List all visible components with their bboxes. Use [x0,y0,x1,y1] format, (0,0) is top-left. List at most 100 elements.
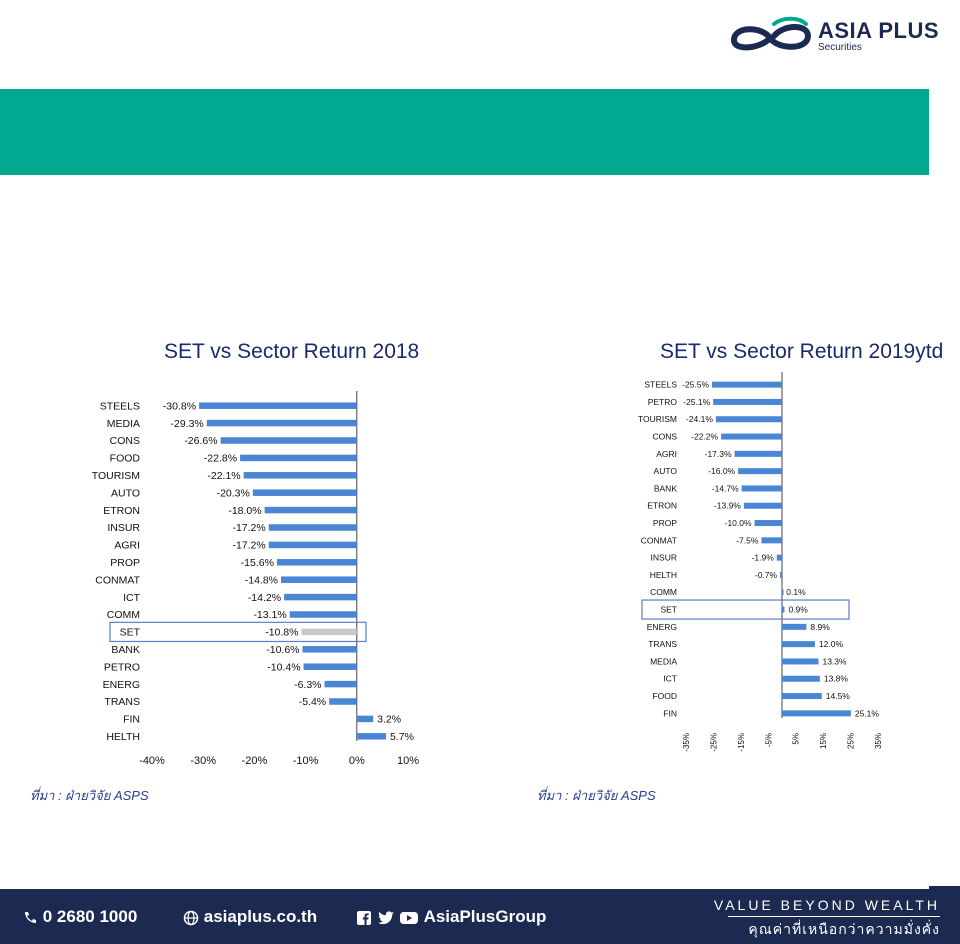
value-label-energ: 8.9% [810,622,830,632]
phone-icon [25,911,36,923]
value-label-media: 13.3% [822,656,847,666]
chart-left-source: ที่มา : ฝ่ายวิจัย ASPS [30,788,149,803]
category-label-tourism: TOURISM [92,470,140,482]
footer-corner-accent [929,886,960,892]
category-label-prop: PROP [653,518,677,528]
value-label-etron: -13.9% [714,501,741,511]
category-label-set: SET [120,627,141,639]
bar-ict [284,593,357,601]
x-tick-label: -30% [190,755,216,767]
bar-media [206,419,357,427]
bar-bank [302,646,357,653]
category-label-ict: ICT [663,674,677,684]
twitter-icon [377,910,394,924]
value-label-bank: -10.6% [266,644,299,656]
value-label-steels: -30.8% [163,400,196,412]
footer-tagline-divider [728,916,940,917]
brand-name: ASIA PLUS [818,18,940,43]
category-label-food: FOOD [652,691,677,701]
bar-set [782,606,785,613]
category-label-prop: PROP [110,557,140,569]
value-label-conmat: -7.5% [736,535,759,545]
value-label-auto: -20.3% [217,487,250,499]
bar-agri [268,541,357,549]
value-label-insur: -17.2% [232,522,265,534]
bar-food [782,693,822,700]
bar-prop [276,559,357,566]
bar-etron [743,502,782,509]
value-label-cons: -22.2% [691,432,718,442]
category-label-conmat: CONMAT [95,574,140,586]
category-label-fin: FIN [123,714,140,726]
x-tick-label: 15% [819,733,828,749]
footer-tagline-en: VALUE BEYOND WEALTH [713,897,940,913]
bar-energ [782,623,807,630]
category-label-agri: AGRI [656,449,677,459]
value-label-comm: -13.1% [253,609,286,621]
bar-etron [264,506,357,514]
globe-icon [183,910,199,925]
category-label-tourism: TOURISM [638,414,677,424]
infinity-logo-icon [731,16,812,51]
x-tick-label: -20% [242,755,268,767]
category-label-set: SET [660,605,677,615]
x-tick-label: -15% [737,733,746,752]
chart-right-source: ที่มา : ฝ่ายวิจัย ASPS [537,788,656,803]
footer-social-text: AsiaPlusGroup [423,907,547,926]
value-label-agri: -17.2% [232,540,265,552]
footer-website-text: asiaplus.co.th [203,907,318,926]
highlight-box-set [109,621,367,643]
category-label-trans: TRANS [648,639,677,649]
x-tick-label: 25% [847,733,856,749]
bar-tourism [715,416,782,423]
value-label-prop: -15.6% [241,557,274,569]
title-banner [0,89,929,175]
category-label-insur: INSUR [651,553,677,563]
value-label-trans: -5.4% [299,696,326,708]
bar-food [240,454,357,462]
value-label-agri: -17.3% [705,449,732,459]
value-label-food: -22.8% [204,453,237,465]
category-label-helth: HELTH [106,731,140,743]
x-tick-label: -35% [682,733,691,752]
bar-helth [356,733,386,740]
category-label-helth: HELTH [650,570,677,580]
category-label-ict: ICT [123,592,141,604]
category-label-etron: ETRON [647,501,677,511]
value-label-helth: -0.7% [755,570,778,580]
bar-bank [741,485,782,492]
bar-petro [713,398,782,405]
bar-cons [220,437,357,444]
category-label-food: FOOD [110,453,141,465]
bar-set [301,628,357,636]
footer-social[interactable]: AsiaPlusGroup [356,907,546,927]
value-label-petro: -25.1% [683,397,710,407]
category-label-cons: CONS [110,435,140,447]
value-label-comm: 0.1% [786,587,806,597]
value-label-set: -10.8% [265,627,298,639]
value-label-prop: -10.0% [725,518,752,528]
category-label-conmat: CONMAT [641,535,677,545]
value-label-ict: -14.2% [248,592,281,604]
value-label-tourism: -24.1% [686,414,713,424]
asia-plus-logo: ASIA PLUS Securities [726,14,946,58]
value-label-food: 14.5% [826,691,851,701]
value-label-tourism: -22.1% [207,470,240,482]
category-label-energ: ENERG [103,679,140,691]
brand-subtitle: Securities [818,42,862,53]
facebook-icon [357,910,371,925]
x-tick-label: 35% [874,733,883,749]
category-label-cons: CONS [652,432,677,442]
category-label-auto: AUTO [654,466,678,476]
footer-phone[interactable]: 0 2680 1000 [22,907,137,927]
bar-media [782,658,819,665]
category-label-insur: INSUR [107,522,140,534]
bar-prop [754,520,782,527]
footer-phone-text: 0 2680 1000 [42,907,138,926]
x-tick-label: -5% [764,733,773,747]
footer-website[interactable]: asiaplus.co.th [183,907,317,927]
value-label-set: 0.9% [788,605,808,615]
category-label-fin: FIN [663,708,677,718]
bar-steels [712,381,782,388]
bar-comm [782,589,784,596]
